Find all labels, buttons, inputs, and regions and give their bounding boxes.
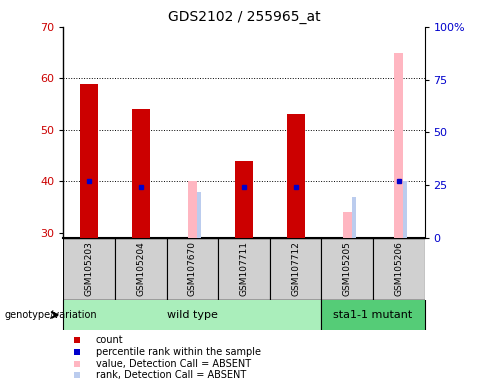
Bar bbox=[343, 212, 352, 238]
Bar bbox=[373, 238, 425, 300]
Bar bbox=[403, 181, 407, 238]
Bar bbox=[270, 238, 322, 300]
Text: GSM105203: GSM105203 bbox=[85, 242, 94, 296]
Text: GSM105204: GSM105204 bbox=[136, 242, 145, 296]
Bar bbox=[63, 19, 322, 365]
Text: GSM107712: GSM107712 bbox=[291, 242, 300, 296]
Bar bbox=[132, 109, 150, 238]
Text: GSM105206: GSM105206 bbox=[394, 242, 403, 296]
Bar bbox=[197, 192, 201, 238]
Text: GSM107711: GSM107711 bbox=[240, 241, 248, 296]
Text: GSM107670: GSM107670 bbox=[188, 241, 197, 296]
Title: GDS2102 / 255965_at: GDS2102 / 255965_at bbox=[168, 10, 320, 25]
Bar bbox=[166, 238, 218, 300]
Bar bbox=[352, 197, 356, 238]
Text: percentile rank within the sample: percentile rank within the sample bbox=[96, 347, 261, 357]
Bar bbox=[63, 238, 115, 300]
Bar bbox=[286, 114, 305, 238]
Text: count: count bbox=[96, 335, 123, 345]
Bar bbox=[394, 53, 404, 238]
Text: genotype/variation: genotype/variation bbox=[5, 310, 98, 320]
Bar bbox=[80, 84, 98, 238]
Text: sta1-1 mutant: sta1-1 mutant bbox=[333, 310, 412, 320]
Bar bbox=[235, 161, 253, 238]
Text: value, Detection Call = ABSENT: value, Detection Call = ABSENT bbox=[96, 359, 251, 369]
Text: GSM105205: GSM105205 bbox=[343, 242, 352, 296]
Text: wild type: wild type bbox=[167, 310, 218, 320]
Bar bbox=[322, 19, 425, 365]
Bar bbox=[322, 238, 373, 300]
Text: rank, Detection Call = ABSENT: rank, Detection Call = ABSENT bbox=[96, 371, 246, 381]
Bar bbox=[115, 238, 166, 300]
Bar bbox=[188, 181, 197, 238]
Bar bbox=[218, 238, 270, 300]
